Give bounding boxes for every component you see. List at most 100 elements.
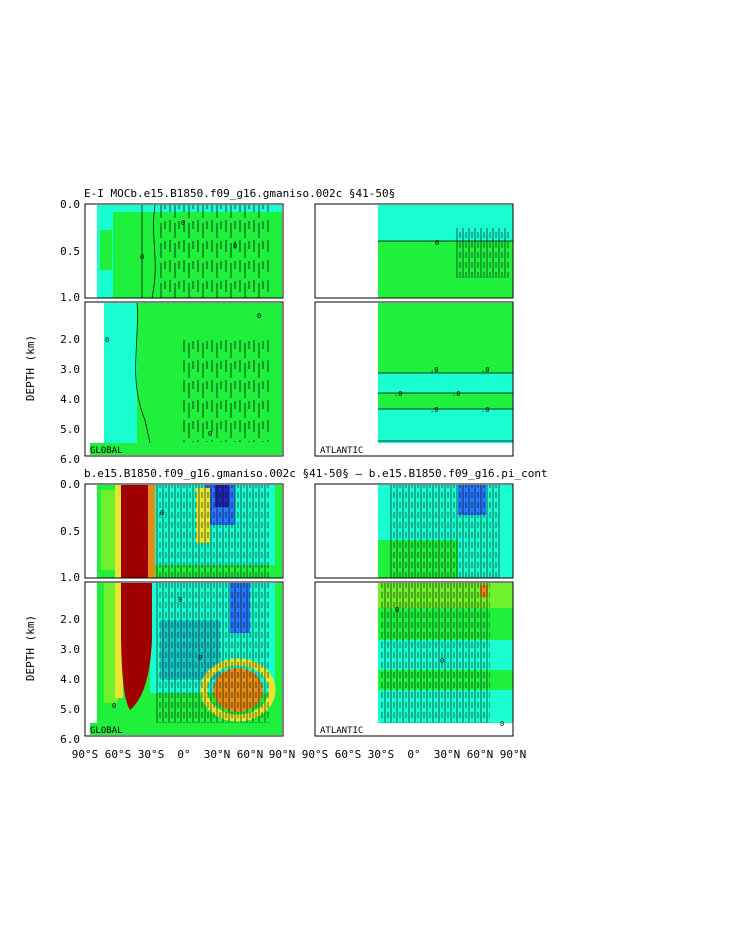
panel-bottom-atlantic-lower: ATLANTIC <box>314 581 514 737</box>
y-tick-label: 2.0 <box>60 333 80 346</box>
x-tick-label: 60°N <box>467 748 494 761</box>
panel-frame <box>84 203 284 299</box>
top-atlantic-contour-labels: .0 .0 .0 .0 .0 .0 0 <box>394 239 489 414</box>
x-tick-label: 60°S <box>105 748 132 761</box>
x-tick-label: 0° <box>177 748 190 761</box>
y-axis-bottom-global: 0.0 0.5 1.0 2.0 3.0 4.0 5.0 6.0 <box>60 478 80 746</box>
basin-label: GLOBAL <box>90 726 123 736</box>
contour-label: 0 <box>435 239 439 247</box>
x-axis-bottom-atlantic: 90°S 60°S 30°S 0° 30°N 60°N 90°N <box>302 748 527 761</box>
y-tick-label: 0.5 <box>60 525 80 538</box>
contour-noise <box>155 485 270 578</box>
y-axis-label: DEPTH (km) <box>24 615 37 681</box>
contour-label: .0 <box>394 390 402 398</box>
contour-label: .0 <box>430 406 438 414</box>
contour-label: 0 <box>500 720 504 728</box>
contour-line <box>378 372 513 442</box>
panel-bottom-global-upper <box>84 483 284 579</box>
fill-cyan <box>378 409 513 443</box>
contour-noise <box>155 583 270 723</box>
bottom-title: b.e15.B1850.f09_g16.gmaniso.002c §41-50§… <box>84 467 548 480</box>
contour-label: 0 <box>198 654 202 662</box>
fill-yellow-band <box>115 485 125 578</box>
basin-label: ATLANTIC <box>320 446 363 456</box>
top-title: E-I MOCb.e15.B1850.f09_g16.gmaniso.002c … <box>84 187 395 200</box>
contour-noise <box>380 583 490 723</box>
y-tick-label: 4.0 <box>60 673 80 686</box>
basin-label: GLOBAL <box>90 446 123 456</box>
fill-green <box>378 393 513 409</box>
x-tick-label: 90°S <box>72 748 99 761</box>
panel-frame <box>314 301 514 457</box>
contour-noise <box>180 340 270 442</box>
contour-label: 0 <box>105 336 109 344</box>
panel-bottom-global-lower: GLOBAL <box>84 581 284 737</box>
fill-green-bottom <box>90 443 282 455</box>
y-tick-label: 3.0 <box>60 363 80 376</box>
y-tick-label: 2.0 <box>60 613 80 626</box>
fill-yellow-band <box>115 583 123 698</box>
contour-label: .0 <box>481 406 489 414</box>
contour-label: 0 <box>112 702 116 710</box>
fill-green-bottom <box>90 723 282 735</box>
y-axis-top-global: 0.0 0.5 1.0 2.0 3.0 4.0 5.0 6.0 <box>60 198 80 466</box>
y-axis-label: DEPTH (km) <box>24 335 37 401</box>
x-tick-label: 30°N <box>434 748 461 761</box>
fill-light-green <box>101 490 115 570</box>
y-tick-label: 0.5 <box>60 245 80 258</box>
fill-cyan <box>378 373 513 393</box>
panel-top-atlantic-lower: ATLANTIC <box>314 301 514 457</box>
y-tick-label: 3.0 <box>60 643 80 656</box>
panel-frame <box>84 581 284 737</box>
y-tick-label: 0.0 <box>60 198 80 211</box>
contour-label: .0 <box>452 390 460 398</box>
top-global-contour-labels: 0 0 0 0 0 0 <box>105 219 261 438</box>
contour-line <box>135 302 151 444</box>
panel-top-global-lower: GLOBAL <box>84 301 284 457</box>
panel-frame <box>84 483 284 579</box>
x-tick-label: 60°S <box>335 748 362 761</box>
contour-label: 0 <box>140 253 144 261</box>
y-tick-label: 6.0 <box>60 453 80 466</box>
panel-frame <box>314 483 514 579</box>
y-tick-label: 4.0 <box>60 393 80 406</box>
x-tick-label: 30°S <box>368 748 395 761</box>
fill-green <box>378 303 513 373</box>
x-tick-label: 30°S <box>138 748 165 761</box>
contour-label: 0 <box>257 312 261 320</box>
y-tick-label: 0.0 <box>60 478 80 491</box>
y-tick-label: 1.0 <box>60 291 80 304</box>
contour-line <box>141 204 156 299</box>
x-tick-label: 90°N <box>269 748 296 761</box>
x-tick-label: 0° <box>407 748 420 761</box>
y-tick-label: 1.0 <box>60 571 80 584</box>
contour-label: 0 <box>181 219 185 227</box>
contour-label: 0 <box>160 509 164 517</box>
contour-noise <box>455 228 510 278</box>
panel-top-global-upper <box>84 203 284 299</box>
contour-label: 0 <box>395 606 399 614</box>
panel-top-atlantic-upper <box>314 203 514 299</box>
fill-light-green <box>104 583 118 703</box>
contour-label: 0 <box>208 430 212 438</box>
contour-label: 0 <box>440 657 444 665</box>
basin-label: ATLANTIC <box>320 726 363 736</box>
fill-red <box>121 485 151 578</box>
contour-noise <box>390 485 500 578</box>
fill-green-left <box>100 230 112 270</box>
panel-frame <box>84 301 284 457</box>
contour-label: 0 <box>233 242 237 250</box>
contour-label: .0 <box>481 366 489 374</box>
panel-bottom-atlantic-upper <box>314 483 514 579</box>
x-tick-label: 90°S <box>302 748 329 761</box>
x-tick-label: 60°N <box>237 748 264 761</box>
y-tick-label: 6.0 <box>60 733 80 746</box>
contour-label: .0 <box>430 366 438 374</box>
bottom-atlantic-contour-labels: 0 0 0 <box>395 606 504 728</box>
x-tick-label: 30°N <box>204 748 231 761</box>
y-tick-label: 5.0 <box>60 703 80 716</box>
bottom-global-contour-labels: 0 0 0 0 <box>112 509 202 710</box>
contour-label: 0 <box>178 596 182 604</box>
y-tick-label: 5.0 <box>60 423 80 436</box>
